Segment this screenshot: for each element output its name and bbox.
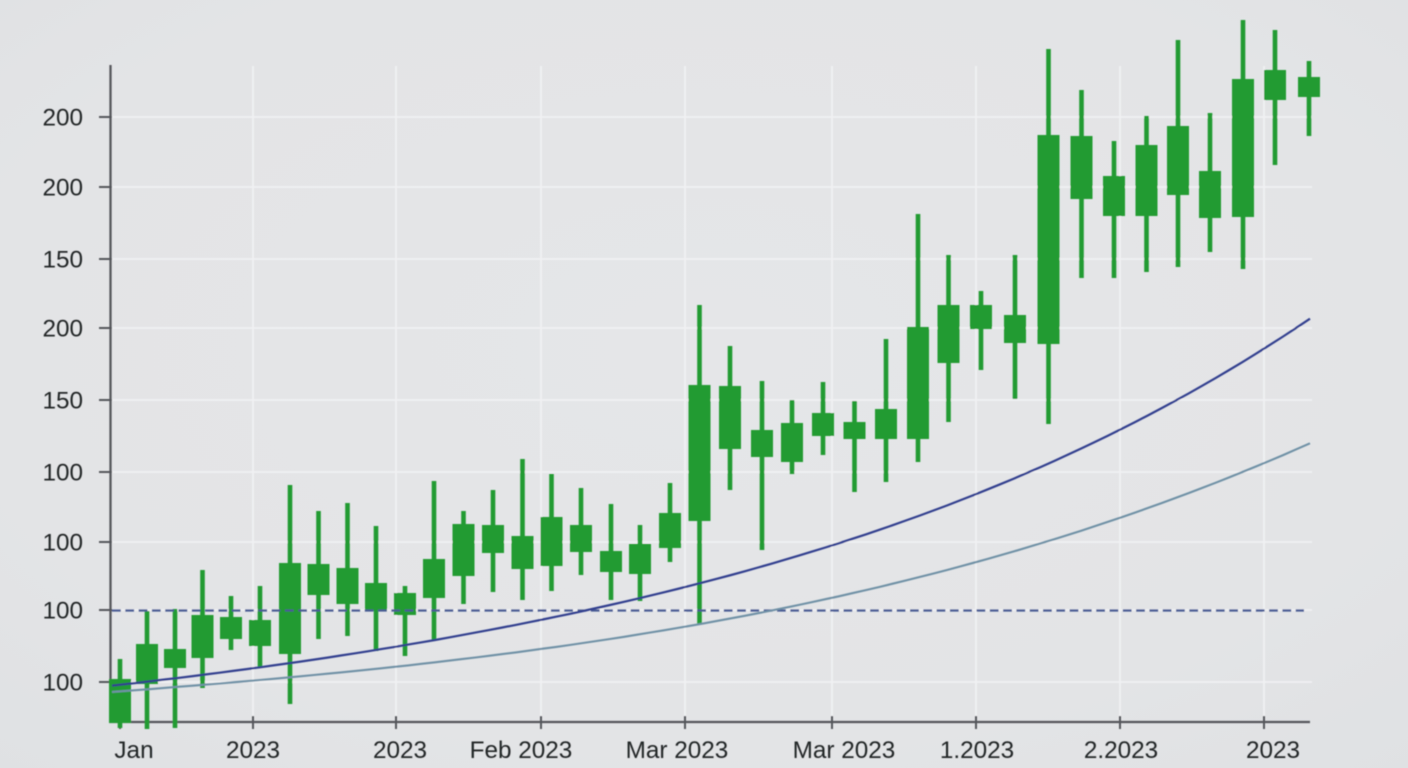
svg-text:2023: 2023	[1246, 737, 1300, 764]
svg-text:200: 200	[42, 175, 83, 202]
svg-text:1.2023: 1.2023	[940, 737, 1014, 764]
svg-text:100: 100	[42, 598, 83, 625]
svg-text:Jan: Jan	[114, 737, 153, 764]
svg-text:2023: 2023	[226, 737, 280, 764]
svg-text:100: 100	[42, 460, 83, 487]
svg-text:100: 100	[42, 670, 83, 697]
svg-text:100: 100	[42, 530, 83, 557]
svg-text:2023: 2023	[373, 737, 427, 764]
svg-text:150: 150	[42, 388, 83, 415]
svg-text:Feb 2023: Feb 2023	[470, 737, 573, 764]
svg-text:200: 200	[42, 105, 83, 132]
svg-text:Mar 2023: Mar 2023	[626, 737, 729, 764]
svg-text:200: 200	[42, 316, 83, 343]
svg-text:2.2023: 2.2023	[1084, 737, 1158, 764]
svg-text:150: 150	[42, 247, 83, 274]
svg-text:Mar 2023: Mar 2023	[793, 737, 896, 764]
